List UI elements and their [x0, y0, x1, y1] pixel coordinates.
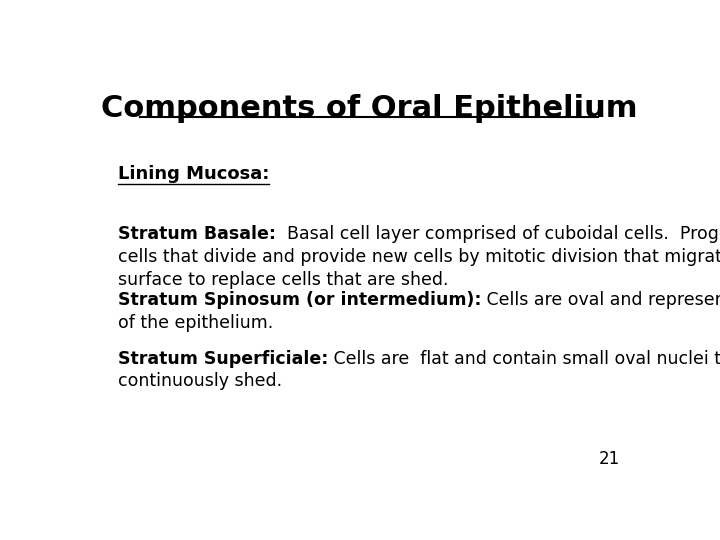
Text: of the epithelium.: of the epithelium. — [118, 314, 273, 332]
Text: Components of Oral Epithelium: Components of Oral Epithelium — [101, 94, 637, 123]
Text: Stratum Spinosum (or intermedium):: Stratum Spinosum (or intermedium): — [118, 292, 482, 309]
Text: cells that divide and provide new cells by mitotic division that migrate to the: cells that divide and provide new cells … — [118, 248, 720, 266]
Text: Cells are  flat and contain small oval nuclei that are: Cells are flat and contain small oval nu… — [328, 349, 720, 368]
Text: Stratum Basale:: Stratum Basale: — [118, 225, 276, 243]
Text: surface to replace cells that are shed.: surface to replace cells that are shed. — [118, 271, 449, 288]
Text: Basal cell layer comprised of cuboidal cells.  Progenitor: Basal cell layer comprised of cuboidal c… — [276, 225, 720, 243]
Text: Lining Mucosa:: Lining Mucosa: — [118, 165, 269, 183]
Text: continuously shed.: continuously shed. — [118, 373, 282, 390]
Text: 21: 21 — [599, 450, 620, 468]
Text: Cells are oval and represent bulk: Cells are oval and represent bulk — [482, 292, 720, 309]
Text: Stratum Superficiale:: Stratum Superficiale: — [118, 349, 328, 368]
